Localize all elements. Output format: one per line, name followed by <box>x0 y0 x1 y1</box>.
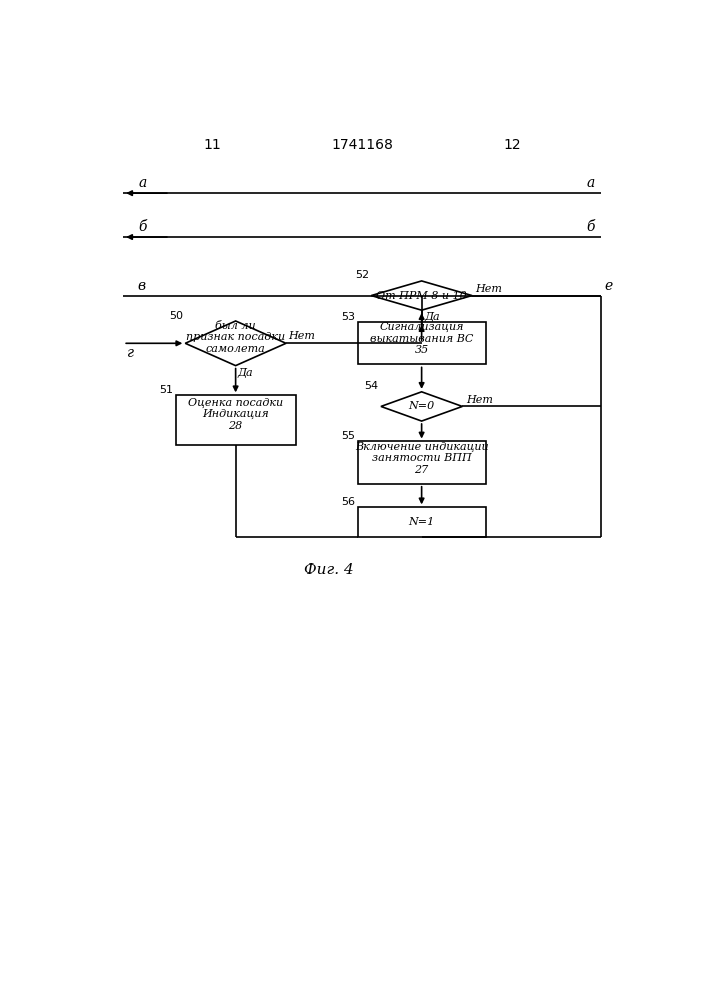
FancyBboxPatch shape <box>358 507 486 537</box>
Text: 12: 12 <box>503 138 521 152</box>
Text: Нет: Нет <box>466 395 493 405</box>
Text: 56: 56 <box>341 497 356 507</box>
Text: N=0: N=0 <box>409 401 435 411</box>
Text: Оценка посадки
Индикация
28: Оценка посадки Индикация 28 <box>188 397 284 431</box>
Text: в: в <box>137 279 145 293</box>
Text: был ли
признак посадки
самолета: был ли признак посадки самолета <box>186 321 285 354</box>
Text: От ПРМ 8 и 10: От ПРМ 8 и 10 <box>376 291 467 301</box>
Text: 51: 51 <box>159 385 173 395</box>
Text: 54: 54 <box>365 381 379 391</box>
FancyBboxPatch shape <box>175 395 296 445</box>
Text: е: е <box>604 279 612 293</box>
Text: Нет: Нет <box>288 331 315 341</box>
Text: а: а <box>139 176 147 190</box>
Text: Включение индикации
занятости ВПП
27: Включение индикации занятости ВПП 27 <box>355 441 489 475</box>
Text: 55: 55 <box>341 431 356 441</box>
Text: Да: Да <box>425 312 440 322</box>
Text: Да: Да <box>237 368 252 378</box>
Text: Фиг. 4: Фиг. 4 <box>304 563 354 577</box>
Text: б: б <box>139 220 147 234</box>
Text: N=1: N=1 <box>409 517 435 527</box>
Text: 50: 50 <box>169 311 183 321</box>
FancyBboxPatch shape <box>358 441 486 484</box>
Text: Сигнализация
выкатывания ВС
35: Сигнализация выкатывания ВС 35 <box>370 322 473 355</box>
Text: б: б <box>586 220 595 234</box>
Text: 1741168: 1741168 <box>331 138 393 152</box>
Text: а: а <box>586 176 595 190</box>
Text: 11: 11 <box>204 138 221 152</box>
Text: г: г <box>127 346 134 360</box>
Text: 52: 52 <box>355 270 369 280</box>
Text: 53: 53 <box>341 312 356 322</box>
Polygon shape <box>371 281 472 310</box>
Polygon shape <box>381 392 462 421</box>
Polygon shape <box>185 321 286 366</box>
Text: Нет: Нет <box>476 284 503 294</box>
FancyBboxPatch shape <box>358 322 486 364</box>
